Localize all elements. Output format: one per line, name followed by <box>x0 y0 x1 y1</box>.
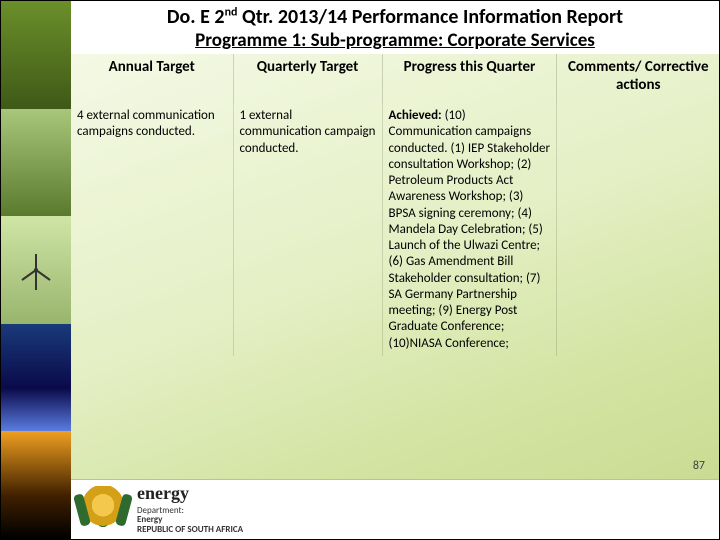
title-line-2: Programme 1: Sub-programme: Corporate Se… <box>77 29 713 52</box>
progress-body: Communication campaigns conducted. (1) I… <box>389 124 551 350</box>
col-progress: Progress this Quarter <box>382 54 557 104</box>
wind-turbine-icon <box>16 250 56 290</box>
cell-progress: Achieved: (10) Communication campaigns c… <box>382 104 557 356</box>
thumb-industry <box>1 109 71 217</box>
department-block: energy Department: Energy REPUBLIC OF SO… <box>137 484 243 535</box>
thumb-blue-flame <box>1 324 71 432</box>
cell-annual: 4 external communication campaigns condu… <box>71 104 233 356</box>
title-line-1: Do. E 2nd Qtr. 2013/14 Performance Infor… <box>77 5 713 29</box>
col-quarterly-target: Quarterly Target <box>233 54 382 104</box>
slide-number: 87 <box>693 459 705 473</box>
thumb-solar-panel <box>1 1 71 109</box>
title-post: Qtr. 2013/14 Performance Information Rep… <box>237 5 623 29</box>
col-annual-target: Annual Target <box>71 54 233 104</box>
title-pre: Do. E 2 <box>167 5 225 29</box>
thumb-wind-turbine <box>1 216 71 324</box>
dept-line-3: REPUBLIC OF SOUTH AFRICA <box>137 525 243 535</box>
left-image-strip <box>1 1 71 539</box>
slide: Do. E 2nd Qtr. 2013/14 Performance Infor… <box>0 0 720 540</box>
content-area: Annual Target Quarterly Target Progress … <box>71 54 719 539</box>
table-row: 4 external communication campaigns condu… <box>71 104 719 356</box>
coat-of-arms-icon <box>79 486 127 534</box>
energy-logo-text: energy <box>137 484 243 504</box>
main-area: Do. E 2nd Qtr. 2013/14 Performance Infor… <box>71 1 719 539</box>
col-comments: Comments/ Corrective actions <box>557 54 719 104</box>
cell-comments <box>557 104 719 356</box>
table-header-row: Annual Target Quarterly Target Progress … <box>71 54 719 104</box>
footer: energy Department: Energy REPUBLIC OF SO… <box>71 479 719 539</box>
report-table: Annual Target Quarterly Target Progress … <box>71 54 719 356</box>
cell-quarterly: 1 external communication campaign conduc… <box>233 104 382 356</box>
slide-title: Do. E 2nd Qtr. 2013/14 Performance Infor… <box>71 1 719 54</box>
title-sup: nd <box>225 5 238 19</box>
progress-count: (10) <box>445 108 466 123</box>
thumb-sunset-pylon <box>1 431 71 539</box>
progress-achieved-label: Achieved: <box>389 108 442 123</box>
